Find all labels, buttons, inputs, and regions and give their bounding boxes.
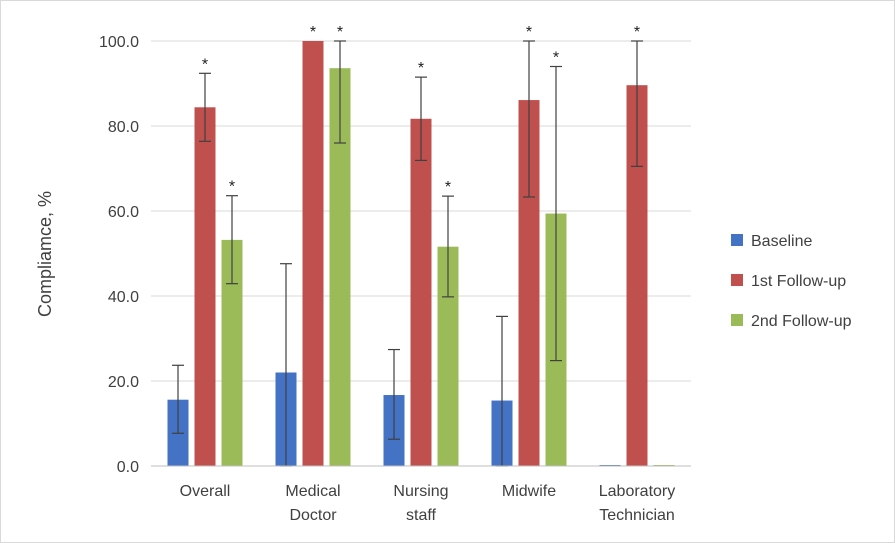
bar [194, 107, 216, 467]
legend-label: 1st Follow-up [751, 273, 846, 290]
significance-asterisk: * [445, 179, 451, 196]
y-axis: 0.0 20.0 40.0 60.0 80.0 100.0 [99, 34, 139, 476]
x-tick-label: Medical [285, 483, 340, 500]
bar [518, 100, 540, 466]
significance-asterisk: * [553, 50, 559, 67]
legend-swatch [731, 314, 743, 326]
error-bars [172, 40, 643, 467]
legend[interactable]: Baseline 1st Follow-up 2nd Follow-up [731, 233, 852, 330]
x-tick-label: staff [406, 507, 437, 524]
legend-item[interactable]: Baseline [731, 233, 812, 250]
significance-markers: * * * * * * * * * [202, 24, 640, 196]
x-tick-label: Technician [599, 507, 675, 524]
y-tick-label: 20.0 [108, 374, 139, 391]
y-tick-label: 100.0 [99, 34, 139, 51]
bar [626, 85, 648, 466]
x-tick-label: Laboratory [599, 483, 676, 500]
x-tick-label: Overall [180, 483, 231, 500]
significance-asterisk: * [634, 24, 640, 41]
legend-swatch [731, 274, 743, 286]
significance-asterisk: * [418, 60, 424, 77]
x-tick-label: Nursing [393, 483, 448, 500]
y-tick-label: 80.0 [108, 119, 139, 136]
significance-asterisk: * [310, 24, 316, 41]
bar [221, 239, 243, 466]
significance-asterisk: * [526, 24, 532, 41]
x-tick-label: Doctor [289, 507, 337, 524]
bar [410, 118, 432, 467]
legend-label: Baseline [751, 233, 812, 250]
bar [329, 68, 351, 466]
legend-label: 2nd Follow-up [751, 313, 852, 330]
x-tick-label: Midwife [502, 483, 556, 500]
y-tick-label: 60.0 [108, 204, 139, 221]
significance-asterisk: * [337, 24, 343, 41]
legend-item[interactable]: 1st Follow-up [731, 273, 846, 290]
y-axis-label: Compliamce, % [35, 191, 55, 317]
y-tick-label: 40.0 [108, 289, 139, 306]
bar [437, 246, 459, 466]
legend-item[interactable]: 2nd Follow-up [731, 313, 852, 330]
significance-asterisk: * [202, 56, 208, 73]
legend-swatch [731, 234, 743, 246]
y-tick-label: 0.0 [117, 459, 139, 476]
x-axis: Overall Medical Doctor Nursing staff Midwife L… [151, 465, 691, 524]
bar [302, 41, 324, 466]
significance-asterisk: * [229, 179, 235, 196]
